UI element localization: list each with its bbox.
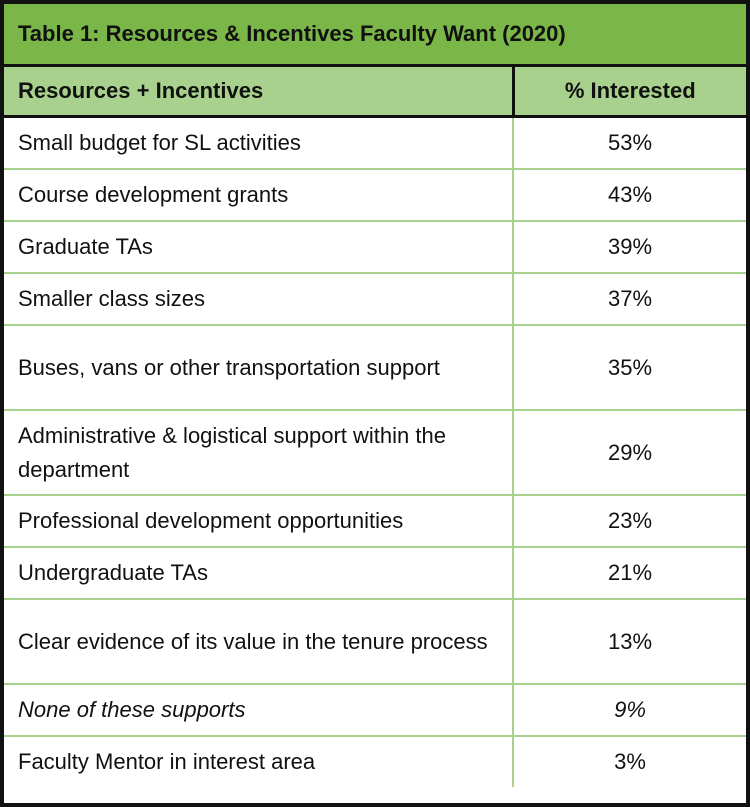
title-row: Table 1: Resources & Incentives Faculty … <box>4 4 747 67</box>
cell: Administrative & logistical support with… <box>4 410 513 496</box>
row: Course development grants 43% <box>4 169 747 222</box>
cell: 43% <box>511 169 747 222</box>
cell: None of these supports <box>4 684 513 737</box>
cell: Small budget for SL activities <box>4 116 513 170</box>
cell: 23% <box>511 495 747 548</box>
cell: Professional development opportunities <box>4 495 513 548</box>
row: Buses, vans or other transportation supp… <box>4 325 747 411</box>
cell: Smaller class sizes <box>4 273 513 326</box>
cell: 13% <box>511 599 747 685</box>
header-row: Resources + Incentives % Interested <box>4 65 747 118</box>
row: Clear evidence of its value in the tenur… <box>4 599 747 685</box>
cell: Clear evidence of its value in the tenur… <box>4 599 513 685</box>
header-cell: Resources + Incentives <box>4 65 513 118</box>
cell: Course development grants <box>4 169 513 222</box>
cell: 29% <box>511 410 747 496</box>
row: Graduate TAs 39% <box>4 221 747 274</box>
cell: Faculty Mentor in interest area <box>18 749 316 774</box>
table: Table 1: Resources & Incentives Faculty … <box>4 4 747 787</box>
cell: Undergraduate TAs <box>4 547 513 600</box>
cell: 21% <box>511 547 747 600</box>
cell: 35% <box>511 325 747 411</box>
header-cell: % Interested <box>511 65 747 118</box>
row: Professional development opportunities 23… <box>4 495 747 548</box>
row: None of these supports 9% <box>4 684 747 737</box>
cell: 3% <box>511 736 747 787</box>
cell: Buses, vans or other transportation supp… <box>4 325 513 411</box>
row: Undergraduate TAs 21% <box>4 547 747 600</box>
cell: Graduate TAs <box>4 221 513 274</box>
row: Faculty Mentor in interest area 3% <box>4 736 747 787</box>
cell: 9% <box>511 684 747 737</box>
cell: 53% <box>511 116 747 170</box>
row: Small budget for SL activities 53% <box>4 116 747 170</box>
row: Smaller class sizes 37% <box>4 273 747 326</box>
row: Administrative & logistical support with… <box>4 410 747 496</box>
cell: 37% <box>511 273 747 326</box>
table-title: Table 1: Resources & Incentives Faculty … <box>4 4 747 67</box>
cell: 39% <box>511 221 747 274</box>
